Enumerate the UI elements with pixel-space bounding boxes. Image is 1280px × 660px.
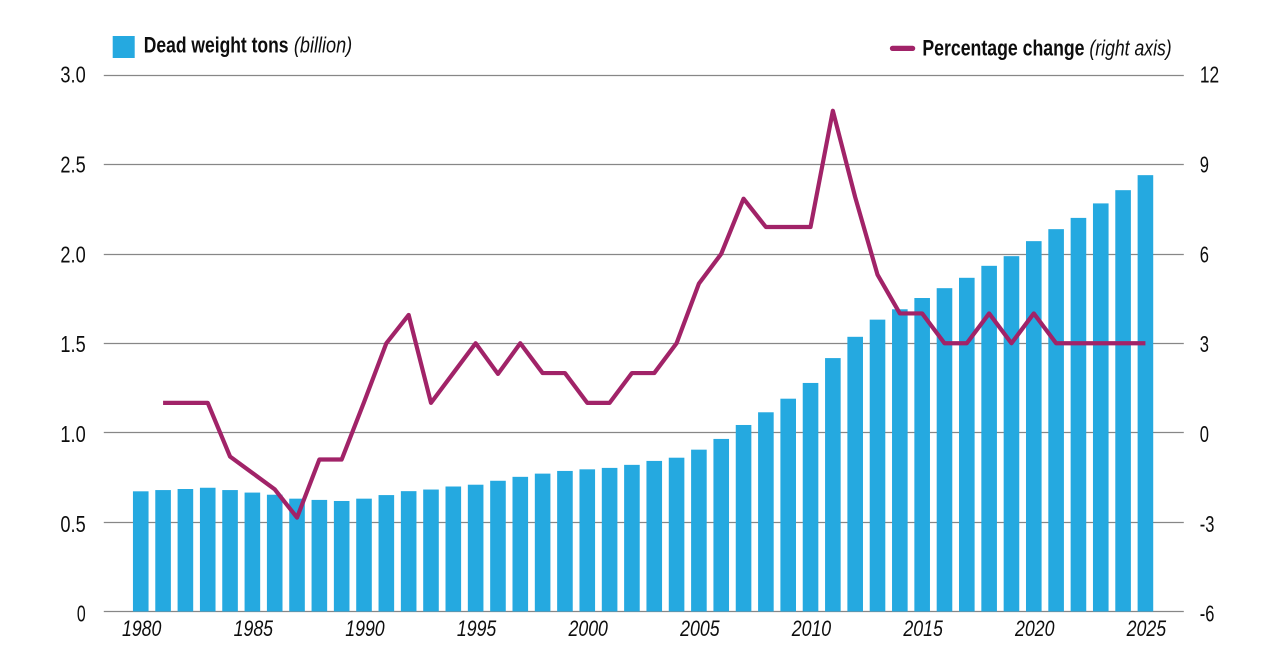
svg-text:2025: 2025 xyxy=(1126,617,1167,641)
svg-text:2.0: 2.0 xyxy=(60,242,85,268)
svg-text:Percentage change: Percentage change xyxy=(922,37,1084,61)
svg-text:(right axis): (right axis) xyxy=(1089,37,1171,61)
svg-text:(billion): (billion) xyxy=(294,34,352,58)
svg-text:-3: -3 xyxy=(1200,512,1215,537)
svg-text:1990: 1990 xyxy=(345,617,385,641)
svg-text:9: 9 xyxy=(1200,153,1209,178)
svg-text:12: 12 xyxy=(1200,63,1219,88)
svg-text:-6: -6 xyxy=(1200,602,1215,627)
svg-text:2000: 2000 xyxy=(568,617,609,641)
svg-text:6: 6 xyxy=(1200,243,1209,268)
svg-text:2020: 2020 xyxy=(1014,617,1055,641)
svg-text:0.5: 0.5 xyxy=(60,512,85,538)
svg-text:2005: 2005 xyxy=(679,617,720,641)
svg-text:1.0: 1.0 xyxy=(60,422,85,448)
svg-text:0: 0 xyxy=(1200,422,1209,447)
svg-text:3: 3 xyxy=(1200,333,1209,358)
svg-text:1.5: 1.5 xyxy=(60,332,85,358)
svg-text:0: 0 xyxy=(77,602,86,628)
svg-text:2015: 2015 xyxy=(902,617,943,641)
svg-text:1980: 1980 xyxy=(122,617,162,641)
svg-text:3.0: 3.0 xyxy=(60,63,85,89)
svg-text:2010: 2010 xyxy=(791,617,832,641)
svg-text:1985: 1985 xyxy=(234,617,274,641)
svg-text:2.5: 2.5 xyxy=(60,152,85,178)
svg-text:Dead weight tons: Dead weight tons xyxy=(144,34,289,58)
svg-text:1995: 1995 xyxy=(457,617,497,641)
